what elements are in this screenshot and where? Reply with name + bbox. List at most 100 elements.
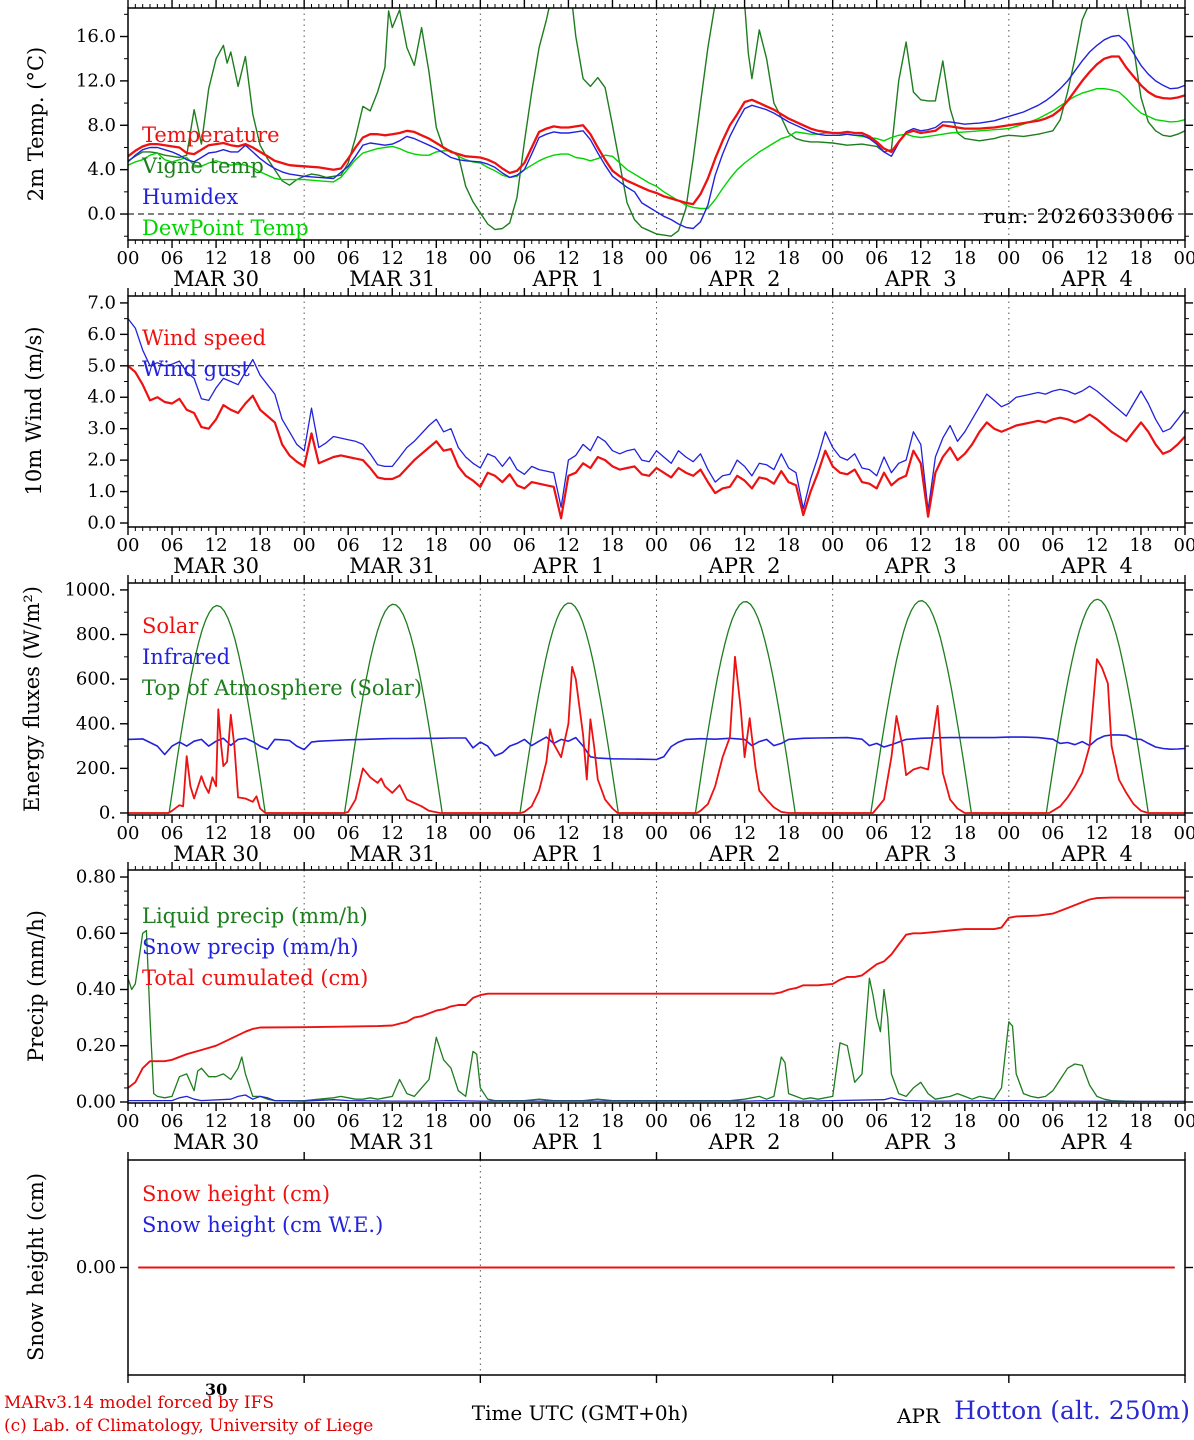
x-tick-label: 12 <box>733 535 756 556</box>
x-day-label: APR 4 <box>1060 267 1133 291</box>
x-tick-label: 18 <box>777 823 800 844</box>
x-day-label: APR 4 <box>1060 1130 1133 1154</box>
x-tick-label: 00 <box>997 535 1020 556</box>
y-tick-label: 0.80 <box>76 867 116 888</box>
model-credit-line2: (c) Lab. of Climatology, University of L… <box>4 1416 374 1436</box>
y-tick-label: 0. <box>99 802 116 823</box>
y-tick-label: 0.20 <box>76 1035 116 1056</box>
x-tick-label: 12 <box>733 1111 756 1132</box>
x-tick-label: 00 <box>1174 535 1194 556</box>
x-tick-label: 06 <box>1041 823 1064 844</box>
legend-snow-height: Snow height (cm) <box>142 1182 331 1206</box>
x-day-label: APR 1 <box>532 554 605 578</box>
series-group <box>128 896 1185 1103</box>
x-tick-label: 06 <box>1041 248 1064 269</box>
x-tick-label: 00 <box>1174 823 1194 844</box>
bottom-axis-apr-label: APR <box>897 1404 940 1428</box>
series-infrared <box>128 734 1185 761</box>
x-tick-label: 12 <box>381 823 404 844</box>
x-tick-label: 12 <box>381 248 404 269</box>
x-tick-label: 06 <box>865 823 888 844</box>
x-tick-label: 12 <box>557 823 580 844</box>
x-tick-label: 18 <box>249 823 272 844</box>
x-tick-label: 00 <box>293 248 316 269</box>
x-tick-label: 00 <box>645 535 668 556</box>
y-tick-label: 0.00 <box>76 1091 116 1112</box>
x-tick-label: 06 <box>513 248 536 269</box>
x-tick-label: 00 <box>117 535 140 556</box>
x-tick-label: 12 <box>909 535 932 556</box>
x-tick-label: 00 <box>821 1111 844 1132</box>
x-tick-label: 18 <box>953 823 976 844</box>
y-tick-label: 0.60 <box>76 923 116 944</box>
x-tick-label: 18 <box>777 248 800 269</box>
legend-wind-speed: Wind speed <box>142 326 267 350</box>
legend-liquid-precip: Liquid precip (mm/h) <box>142 904 368 928</box>
x-tick-label: 18 <box>601 823 624 844</box>
x-tick-label: 12 <box>1085 1111 1108 1132</box>
x-tick-label: 06 <box>161 535 184 556</box>
x-tick-label: 12 <box>557 1111 580 1132</box>
x-tick-label: 00 <box>293 1111 316 1132</box>
x-day-label: APR 2 <box>708 1130 781 1154</box>
y-tick-label: 400. <box>76 713 116 734</box>
x-day-label: MAR 30 <box>173 554 259 578</box>
x-day-label: MAR 30 <box>173 1130 259 1154</box>
y-tick-label: 800. <box>76 624 116 645</box>
y-tick-label: 0.0 <box>87 513 116 534</box>
y-tick-label: 600. <box>76 669 116 690</box>
x-tick-label: 18 <box>1130 1111 1153 1132</box>
x-tick-label: 18 <box>1130 535 1153 556</box>
x-tick-label: 12 <box>1085 823 1108 844</box>
x-tick-label: 06 <box>161 248 184 269</box>
x-tick-label: 00 <box>293 535 316 556</box>
x-tick-label: 18 <box>777 1111 800 1132</box>
x-tick-label: 00 <box>645 248 668 269</box>
series-group <box>128 317 1185 520</box>
x-tick-label: 00 <box>1174 1111 1194 1132</box>
y-tick-label: 200. <box>76 758 116 779</box>
y-axis-title-wind: 10m Wind (m/s) <box>21 326 46 496</box>
run-label: run: 2026033006 <box>983 204 1174 228</box>
x-tick-label: 12 <box>909 823 932 844</box>
x-tick-label: 06 <box>337 248 360 269</box>
x-tick-label: 06 <box>337 823 360 844</box>
x-tick-label: 06 <box>689 823 712 844</box>
x-tick-label: 06 <box>865 535 888 556</box>
y-tick-label: 0.40 <box>76 979 116 1000</box>
x-day-label: APR 2 <box>708 267 781 291</box>
x-tick-label: 06 <box>161 1111 184 1132</box>
legend-dewpoint-temp: DewPoint Temp <box>142 216 309 240</box>
x-tick-label: 00 <box>1174 248 1194 269</box>
legend-temperature: Temperature <box>142 123 280 147</box>
legend-snow-precip: Snow precip (mm/h) <box>142 935 359 959</box>
x-tick-label: 06 <box>513 535 536 556</box>
x-tick-label: 00 <box>117 248 140 269</box>
y-axis-title-temp: 2m Temp. (°C) <box>23 46 48 202</box>
x-tick-label: 12 <box>733 823 756 844</box>
x-day-label: MAR 30 <box>173 267 259 291</box>
x-tick-label: 00 <box>821 248 844 269</box>
y-tick-label: 2.0 <box>87 450 116 471</box>
bottom-axis-day-label: 30 <box>205 1380 228 1399</box>
legend-infrared: Infrared <box>142 645 231 669</box>
x-tick-label: 12 <box>381 1111 404 1132</box>
x-tick-label: 00 <box>997 1111 1020 1132</box>
x-tick-label: 18 <box>953 1111 976 1132</box>
x-tick-label: 00 <box>293 823 316 844</box>
x-tick-label: 06 <box>689 1111 712 1132</box>
x-tick-label: 00 <box>469 248 492 269</box>
x-tick-label: 00 <box>645 823 668 844</box>
legend-vigne-temp: Vigne temp <box>142 154 264 178</box>
x-tick-label: 18 <box>425 1111 448 1132</box>
x-tick-label: 18 <box>249 535 272 556</box>
y-tick-label: 12.0 <box>76 70 116 91</box>
legend-total-cumulated: Total cumulated (cm) <box>142 966 369 990</box>
x-tick-label: 06 <box>865 1111 888 1132</box>
series-humidex <box>128 34 1185 230</box>
x-tick-label: 06 <box>689 535 712 556</box>
series-group <box>128 8 1185 237</box>
x-tick-label: 18 <box>953 248 976 269</box>
x-tick-label: 18 <box>1130 248 1153 269</box>
